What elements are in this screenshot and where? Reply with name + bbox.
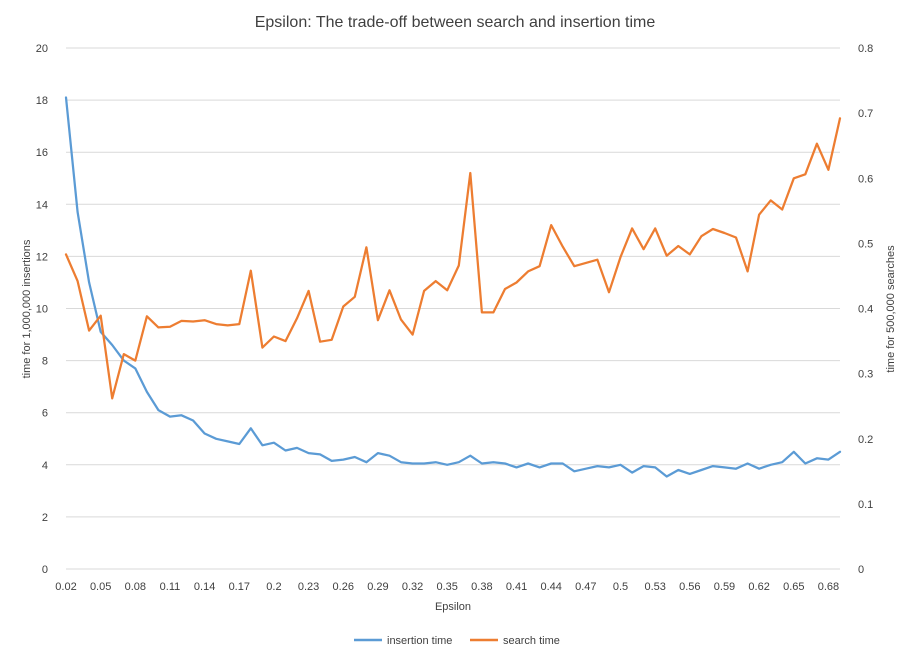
x-tick-label: 0.32 — [402, 581, 423, 593]
x-tick-label: 0.38 — [471, 581, 492, 593]
x-tick-label: 0.59 — [714, 581, 735, 593]
x-tick-label: 0.56 — [679, 581, 700, 593]
y-tick-label: 18 — [36, 95, 48, 107]
y-tick-label: 0 — [42, 564, 48, 576]
x-tick-label: 0.35 — [437, 581, 458, 593]
x-tick-label: 0.62 — [748, 581, 769, 593]
x-tick-label: 0.53 — [644, 581, 665, 593]
y-tick-label: 14 — [36, 199, 48, 211]
y-tick-label: 2 — [42, 512, 48, 524]
y2-tick-label: 0.6 — [858, 173, 873, 185]
legend-label: search time — [503, 635, 560, 647]
y2-tick-label: 0 — [858, 564, 864, 576]
series-lines — [64, 96, 842, 478]
y-tick-label: 4 — [42, 460, 48, 472]
x-tick-label: 0.11 — [160, 581, 181, 593]
x-tick-label: 0.47 — [575, 581, 596, 593]
x-tick-label: 0.14 — [194, 581, 215, 593]
x-tick-label: 0.44 — [540, 581, 561, 593]
y-tick-label: 8 — [42, 356, 48, 368]
y2-axis-title: time for 500,000 searches — [885, 245, 897, 373]
y-axis-title: time for 1,000,000 insertions — [21, 239, 33, 378]
y2-tick-label: 0.7 — [858, 108, 873, 120]
y-tick-label: 20 — [36, 43, 48, 55]
series-line-search-time — [64, 117, 842, 400]
legend-label: insertion time — [387, 635, 452, 647]
y2-tick-label: 0.4 — [858, 304, 873, 316]
axes: 0 2 4 6 8 10 12 14 16 18 20 0 0.1 0.2 0.3 0.4 0.5 0.6 0.7 0… — [36, 43, 874, 593]
y2-tick-label: 0.3 — [858, 369, 873, 381]
y2-tick-label: 0.5 — [858, 238, 873, 250]
x-tick-label: 0.29 — [367, 581, 388, 593]
x-tick-label: 0.23 — [298, 581, 319, 593]
x-tick-label: 0.2 — [266, 581, 281, 593]
y-tick-label: 10 — [36, 304, 48, 316]
x-tick-label: 0.05 — [90, 581, 111, 593]
x-tick-label: 0.65 — [783, 581, 804, 593]
x-tick-label: 0.02 — [55, 581, 76, 593]
chart-title: Epsilon: The trade-off between search an… — [255, 14, 656, 31]
x-tick-label: 0.41 — [506, 581, 527, 593]
x-tick-label: 0.68 — [818, 581, 839, 593]
x-tick-label: 0.17 — [229, 581, 250, 593]
x-axis-title: Epsilon — [435, 601, 471, 613]
gridlines — [66, 47, 840, 570]
y2-tick-label: 0.8 — [858, 43, 873, 55]
y2-tick-label: 0.1 — [858, 499, 873, 511]
y-tick-label: 6 — [42, 408, 48, 420]
x-tick-label: 0.5 — [613, 581, 628, 593]
series-line-insertion-time — [64, 96, 842, 478]
y-tick-label: 16 — [36, 147, 48, 159]
x-tick-label: 0.08 — [125, 581, 146, 593]
legend: insertion time search time — [354, 635, 560, 647]
x-tick-label: 0.26 — [333, 581, 354, 593]
y-tick-label: 12 — [36, 251, 48, 263]
y2-tick-label: 0.2 — [858, 434, 873, 446]
